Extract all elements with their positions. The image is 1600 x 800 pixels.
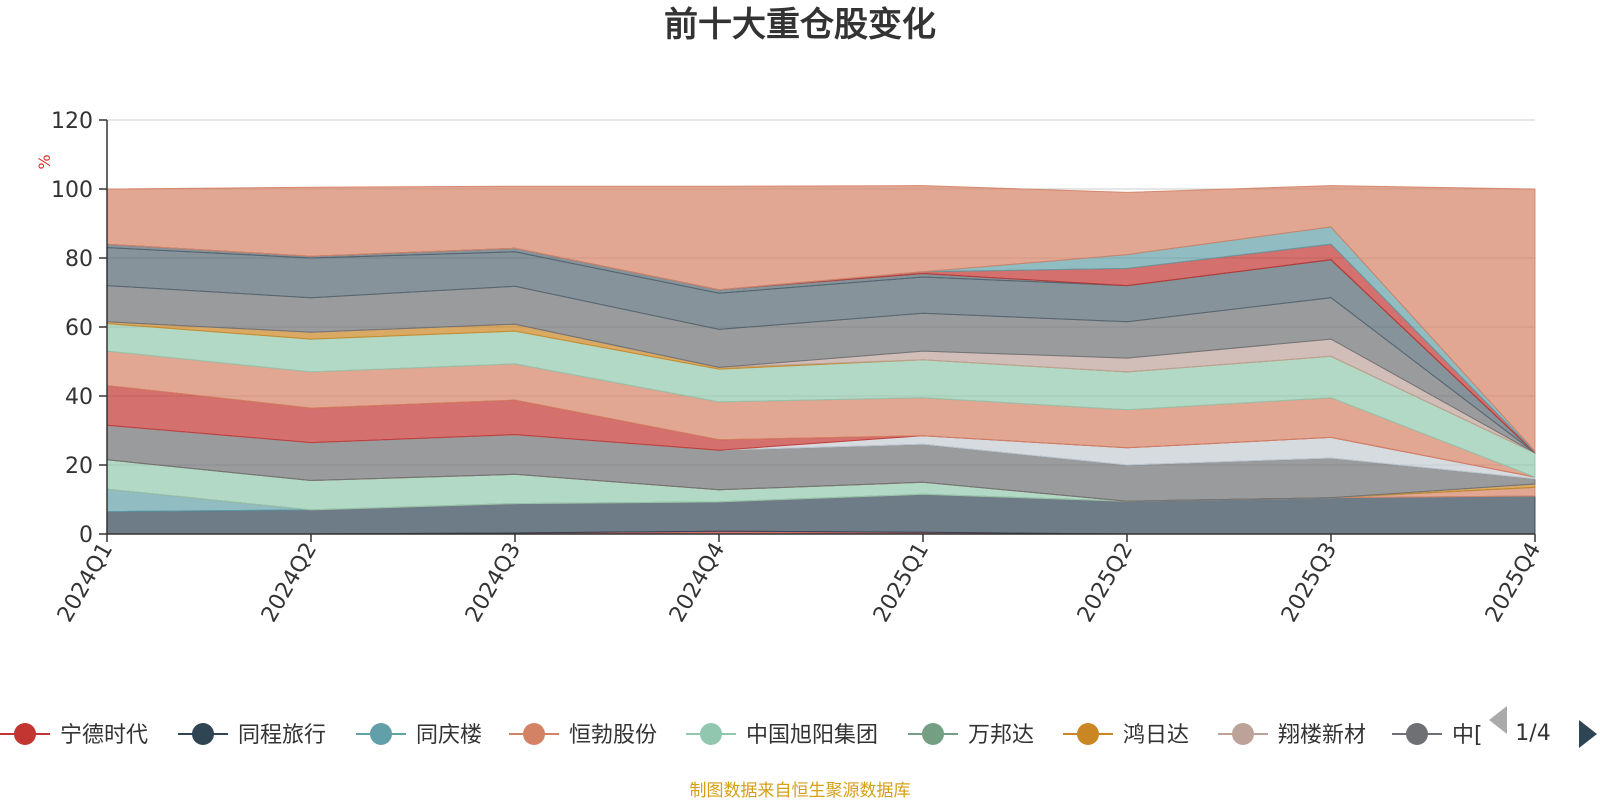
y-tick-label: 20 — [65, 454, 93, 479]
y-tick-label: 0 — [79, 523, 93, 548]
legend-item[interactable]: 中[ — [1392, 723, 1483, 748]
legend-marker — [1406, 723, 1428, 745]
y-axis-ticks: 0 20 40 60 80 100 120 — [51, 109, 107, 548]
legend-label: 翔楼新材 — [1278, 723, 1366, 748]
legend-marker — [192, 723, 214, 745]
source-note: 制图数据来自恒生聚源数据库 — [690, 781, 911, 800]
legend-item[interactable]: 同庆楼 — [356, 723, 482, 748]
y-tick-label: 120 — [51, 109, 93, 134]
x-tick-label: 2024Q1 — [53, 539, 118, 627]
legend-label: 鸿日达 — [1123, 723, 1189, 748]
legend-pager: 1/4 — [1489, 706, 1597, 748]
legend-marker — [370, 723, 392, 745]
y-tick-label: 40 — [65, 385, 93, 410]
legend: 宁德时代 同程旅行 同庆楼 恒勃股份 中国旭阳集团 万邦达 鸿日达 翔楼新材 中[ — [0, 723, 1483, 748]
area-其他[interactable] — [106, 185, 1536, 453]
legend-marker — [1232, 723, 1254, 745]
legend-marker — [700, 723, 722, 745]
legend-item[interactable]: 同程旅行 — [178, 723, 326, 748]
legend-marker — [523, 723, 545, 745]
x-tick-label: 2024Q3 — [461, 539, 526, 627]
x-tick-label: 2024Q4 — [665, 539, 730, 627]
x-tick-label: 2025Q3 — [1277, 539, 1342, 627]
legend-item[interactable]: 宁德时代 — [0, 723, 148, 748]
y-tick-label: 80 — [65, 247, 93, 272]
x-tick-label: 2025Q2 — [1073, 539, 1138, 627]
legend-page-indicator: 1/4 — [1515, 721, 1550, 746]
legend-item[interactable]: 翔楼新材 — [1218, 723, 1366, 748]
y-tick-label: 60 — [65, 316, 93, 341]
chart-title: 前十大重仓股变化 — [664, 5, 936, 45]
legend-marker — [922, 723, 944, 745]
y-tick-label: 100 — [51, 178, 93, 203]
legend-item[interactable]: 中国旭阳集团 — [686, 723, 878, 748]
legend-label: 万邦达 — [968, 723, 1034, 748]
legend-label: 中[ — [1452, 723, 1483, 748]
area-series — [106, 185, 1536, 535]
legend-label: 同庆楼 — [416, 723, 482, 748]
legend-label: 同程旅行 — [238, 723, 326, 748]
legend-prev-icon[interactable] — [1489, 706, 1507, 734]
legend-item[interactable]: 鸿日达 — [1063, 723, 1189, 748]
x-tick-label: 2025Q4 — [1481, 539, 1546, 627]
legend-item[interactable]: 恒勃股份 — [509, 723, 657, 748]
legend-marker — [1077, 723, 1099, 745]
legend-next-icon[interactable] — [1579, 720, 1597, 748]
x-tick-label: 2024Q2 — [257, 539, 322, 627]
legend-label: 恒勃股份 — [569, 723, 657, 748]
legend-label: 宁德时代 — [60, 723, 148, 748]
x-tick-label: 2025Q1 — [869, 539, 934, 627]
legend-item[interactable]: 万邦达 — [908, 723, 1034, 748]
x-axis-ticks: 2024Q1 2024Q2 2024Q3 2024Q4 2025Q1 2025Q2 2025… — [53, 534, 1546, 627]
legend-label: 中国旭阳集团 — [746, 723, 878, 748]
y-axis-unit: % — [35, 154, 54, 169]
legend-marker — [14, 723, 36, 745]
